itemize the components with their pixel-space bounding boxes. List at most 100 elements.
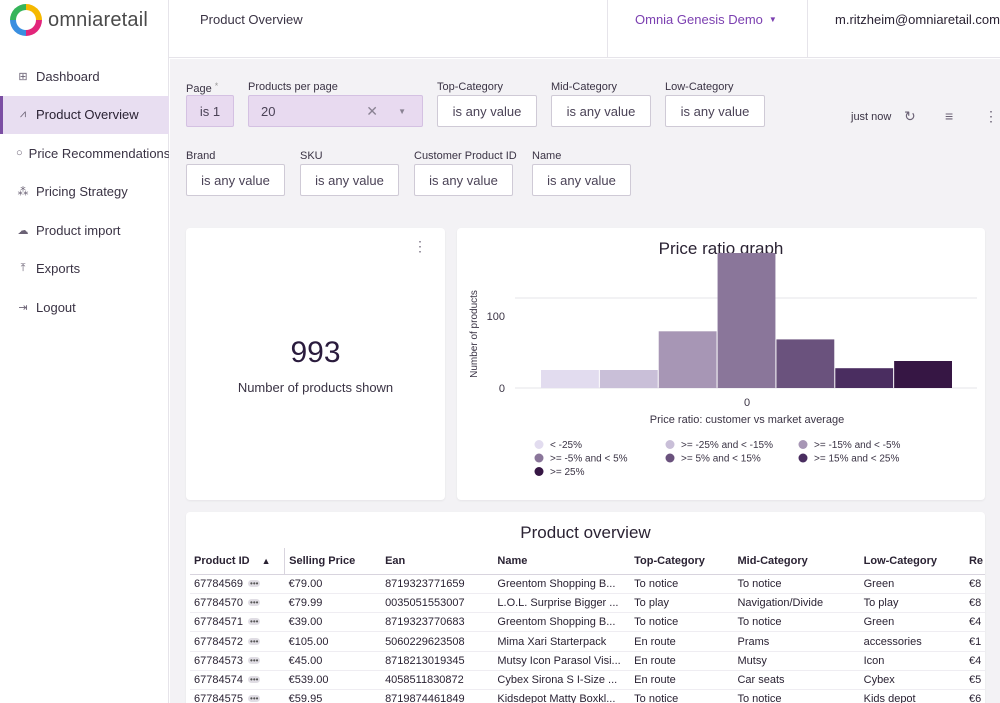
- table-cell: En route: [630, 631, 734, 652]
- table-cell: 8719323770683: [381, 612, 494, 633]
- sidebar-item-product-import[interactable]: ☁ Product import: [0, 211, 169, 250]
- more-horizontal-icon[interactable]: •••: [248, 636, 261, 646]
- sidebar-item-exports[interactable]: ⤒ Exports: [0, 250, 169, 289]
- table-cell: €1: [964, 631, 985, 652]
- top-category-filter-input[interactable]: is any value: [437, 95, 537, 127]
- table-header-row: Product ID ▲ Selling Price Ean Name Top-C…: [190, 548, 985, 575]
- filter-label: Products per page: [248, 81, 338, 93]
- more-vertical-icon[interactable]: ⋮: [413, 238, 427, 254]
- more-horizontal-icon[interactable]: •••: [248, 694, 261, 703]
- table-cell: €8: [964, 593, 985, 614]
- column-header-name[interactable]: Name: [493, 548, 631, 575]
- legend-item[interactable]: < -25%: [534, 440, 583, 451]
- legend-item[interactable]: >= 15% and < 25%: [798, 453, 900, 465]
- table-cell: Cybex: [859, 670, 965, 691]
- table-cell: 8718213019345: [381, 651, 494, 671]
- column-header-product-id[interactable]: Product ID ▲: [190, 548, 285, 575]
- table-row[interactable]: 67784570 ••• €79.99 0035051553007 L.O.L. Su…: [190, 593, 985, 614]
- sku-filter-input[interactable]: is any value: [300, 164, 399, 196]
- products-per-page-select[interactable]: 20 ✕ ▼: [248, 95, 423, 127]
- bar[interactable]: [894, 361, 952, 388]
- caret-down-icon: ▼: [768, 15, 777, 24]
- chevron-down-icon[interactable]: ▼: [398, 107, 406, 116]
- legend-item[interactable]: >= -15% and < -5%: [798, 440, 901, 451]
- mid-category-filter-input[interactable]: is any value: [551, 95, 651, 127]
- more-horizontal-icon[interactable]: •••: [248, 578, 261, 588]
- sidebar-item-pricing-strategy[interactable]: ⁂ Pricing Strategy: [0, 173, 169, 212]
- more-vertical-icon[interactable]: ⋮: [984, 108, 998, 124]
- sort-asc-icon[interactable]: ▲: [261, 555, 271, 566]
- brand-filter-input[interactable]: is any value: [186, 164, 285, 196]
- sidebar-item-label: Pricing Strategy: [36, 184, 128, 200]
- legend-swatch: [665, 453, 675, 463]
- sidebar-item-product-overview[interactable]: ⩘ Product Overview: [0, 95, 169, 134]
- legend-item[interactable]: >= 5% and < 15%: [665, 453, 761, 465]
- low-category-filter-input[interactable]: is any value: [665, 95, 765, 127]
- legend-item[interactable]: >= 25%: [534, 467, 585, 478]
- table-row[interactable]: 67784571 ••• €39.00 8719323770683 Greentom …: [190, 612, 985, 633]
- legend-swatch: [798, 440, 808, 449]
- sidebar-item-logout[interactable]: ⇥ Logout: [0, 288, 169, 327]
- sidebar-item-price-recommendations[interactable]: ○ Price Recommendations: [0, 134, 169, 173]
- filter-label: Page *: [186, 81, 219, 95]
- table-title: Product overview: [520, 523, 651, 542]
- clear-icon[interactable]: ✕: [366, 103, 378, 119]
- bar[interactable]: [599, 370, 658, 388]
- more-horizontal-icon[interactable]: •••: [248, 675, 261, 685]
- legend-item[interactable]: >= -5% and < 5%: [534, 453, 628, 465]
- bar[interactable]: [658, 331, 717, 388]
- legend-label: >= -25% and < -15%: [681, 440, 773, 451]
- page-filter-input[interactable]: is 1: [186, 95, 234, 127]
- table-cell: En route: [630, 651, 734, 671]
- column-header-mid-category[interactable]: Mid-Category: [733, 548, 860, 575]
- bar[interactable]: [717, 253, 776, 388]
- omniaretail-logo[interactable]: omniaretail: [10, 4, 148, 36]
- table-cell: 67784572 •••: [190, 631, 285, 652]
- more-horizontal-icon[interactable]: •••: [248, 597, 261, 607]
- column-header-re[interactable]: Re: [964, 548, 985, 575]
- sidebar-item-dashboard[interactable]: ⊞ Dashboard: [0, 57, 169, 96]
- column-header-top-category[interactable]: Top-Category: [630, 548, 734, 575]
- table-cell: 8719874461849: [381, 689, 494, 703]
- main-content: Page * is 1 Products per page 20 ✕ ▼ Top…: [170, 59, 1000, 703]
- name-filter-input[interactable]: is any value: [532, 164, 631, 196]
- table-row[interactable]: 67784572 ••• €105.00 5060229623508 Mima Xar…: [190, 631, 985, 652]
- legend-item[interactable]: >= -25% and < -15%: [665, 440, 774, 451]
- table-cell: Kidsdepot Matty Boxkl...: [493, 689, 631, 703]
- table-row[interactable]: 67784569 ••• €79.00 8719323771659 Greentom …: [190, 574, 985, 594]
- more-horizontal-icon[interactable]: •••: [248, 617, 261, 627]
- more-horizontal-icon[interactable]: •••: [248, 655, 261, 665]
- column-header-ean[interactable]: Ean: [381, 548, 494, 575]
- table-cell: accessories: [859, 631, 965, 652]
- table-cell: To notice: [733, 574, 860, 594]
- filter-label: SKU: [300, 150, 323, 162]
- legend-swatch: [534, 453, 544, 463]
- table-cell: Icon: [859, 651, 965, 671]
- table-row[interactable]: 67784573 ••• €45.00 8718213019345 Mutsy Ico…: [190, 651, 985, 671]
- table-cell: €8: [964, 574, 985, 594]
- column-header-low-category[interactable]: Low-Category: [859, 548, 965, 575]
- bar[interactable]: [776, 339, 835, 388]
- table-cell: To play: [859, 593, 965, 614]
- table-cell: Greentom Shopping B...: [493, 574, 631, 594]
- filter-label: Brand: [186, 150, 216, 162]
- column-header-selling-price[interactable]: Selling Price: [284, 548, 382, 575]
- top-bar: Product Overview Omnia Genesis Demo ▼ m.r…: [169, 0, 1000, 58]
- table-row[interactable]: 67784575 ••• €59.95 8719874461849 Kidsdepot…: [190, 689, 985, 703]
- filter-label: Customer Product ID: [414, 150, 517, 162]
- refresh-icon[interactable]: ↻: [904, 108, 916, 124]
- table-row[interactable]: 67784574 ••• €539.00 4058511830872 Cybex Si…: [190, 670, 985, 691]
- user-email[interactable]: m.ritzheim@omniaretail.com: [835, 12, 1000, 27]
- table-cell: 67784570 •••: [190, 593, 285, 614]
- bar[interactable]: [541, 370, 599, 388]
- table-cell: 0035051553007: [381, 593, 494, 614]
- bar[interactable]: [835, 368, 894, 388]
- product-table: Product ID ▲ Selling Price Ean Name Top-C…: [190, 548, 985, 703]
- table-cell: €4: [964, 651, 985, 671]
- tenant-dropdown-button[interactable]: Omnia Genesis Demo ▼: [635, 12, 777, 27]
- hierarchy-icon: ⁂: [17, 186, 29, 199]
- filter-icon[interactable]: ≡: [945, 108, 954, 124]
- kpi-value: 993: [290, 336, 341, 369]
- customer-product-id-filter-input[interactable]: is any value: [414, 164, 513, 196]
- table-cell: To play: [630, 593, 734, 614]
